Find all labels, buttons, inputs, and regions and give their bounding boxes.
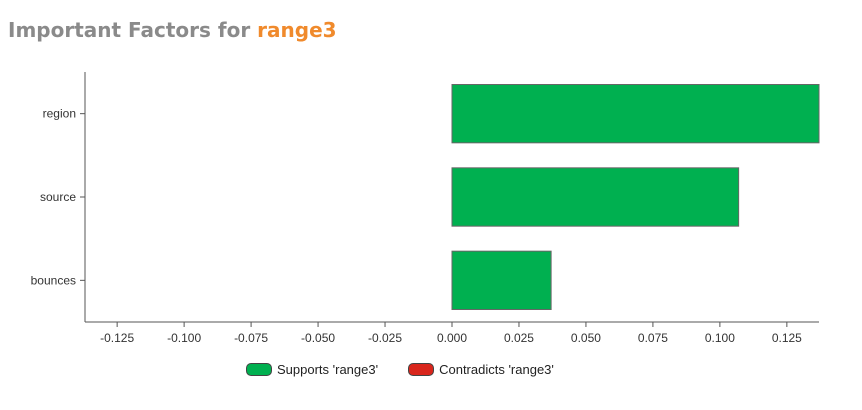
title-prefix: Important Factors for: [8, 18, 258, 42]
x-tick-label: 0.125: [772, 331, 802, 345]
bar-chart: -0.125 -0.100 -0.075 -0.050 -0.025 0.000 0.025…: [31, 72, 820, 345]
legend-item-supports: Supports 'range3': [246, 362, 378, 377]
x-tick-label: 0.025: [504, 331, 534, 345]
supports-swatch: [246, 363, 272, 376]
x-tick-label: 0.000: [437, 331, 467, 345]
supports-label: Supports 'range3': [277, 362, 379, 377]
x-tick-label: -0.025: [368, 331, 402, 345]
title-target: range3: [257, 18, 337, 42]
y-tick-label-source: source: [40, 190, 76, 204]
bar-source: [451, 167, 740, 227]
x-tick-label: 0.075: [638, 331, 668, 345]
y-tick-label-region: region: [43, 107, 76, 121]
chart-title: Important Factors for range3: [8, 18, 337, 42]
x-tick-label: -0.125: [100, 331, 134, 345]
x-tick-label: 0.050: [571, 331, 601, 345]
x-tick-label: 0.100: [705, 331, 735, 345]
x-tick-label: -0.075: [234, 331, 268, 345]
bar-region: [451, 84, 820, 144]
bar-bounces: [451, 250, 552, 311]
legend: Supports 'range3' Contradicts 'range3': [246, 362, 584, 377]
y-tick-label-bounces: bounces: [31, 273, 76, 287]
legend-item-contradicts: Contradicts 'range3': [408, 362, 554, 377]
x-tick-label: -0.100: [167, 331, 201, 345]
x-tick-label: -0.050: [301, 331, 335, 345]
contradicts-label: Contradicts 'range3': [439, 362, 554, 377]
contradicts-swatch: [408, 363, 435, 376]
